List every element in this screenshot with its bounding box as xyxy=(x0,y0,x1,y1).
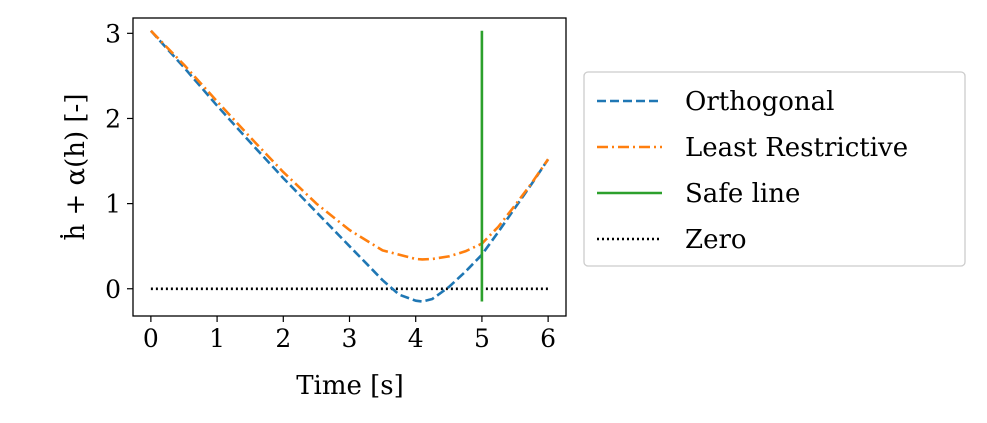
legend: Orthogonal Least Restrictive Safe line Zero xyxy=(583,71,966,267)
series-layer xyxy=(149,29,550,303)
x-axis: 0 1 2 3 4 5 6 xyxy=(143,316,556,353)
legend-label: Least Restrictive xyxy=(685,133,908,163)
y-axis-label: ḣ + α(h) [-] xyxy=(60,94,91,241)
x-tick-label: 4 xyxy=(408,324,424,353)
series-line-orthogonal xyxy=(149,29,550,303)
x-axis-label: Time [s] xyxy=(296,371,404,401)
series-line-least-restrictive xyxy=(149,29,550,261)
legend-label: Safe line xyxy=(685,179,800,209)
y-tick-label: 3 xyxy=(105,19,121,48)
legend-frame xyxy=(583,71,966,267)
y-tick-label: 2 xyxy=(105,104,121,133)
x-tick-label: 2 xyxy=(275,324,291,353)
x-tick-label: 6 xyxy=(540,324,556,353)
y-tick-label: 0 xyxy=(105,275,121,304)
x-tick-label: 3 xyxy=(342,324,358,353)
x-tick-label: 1 xyxy=(209,324,225,353)
x-tick-label: 5 xyxy=(474,324,490,353)
legend-label: Orthogonal xyxy=(685,87,834,117)
legend-label: Zero xyxy=(685,225,747,255)
y-tick-label: 1 xyxy=(105,190,121,219)
x-tick-label: 0 xyxy=(143,324,159,353)
plot-frame xyxy=(132,17,567,317)
y-axis: 0 1 2 3 xyxy=(105,19,133,304)
